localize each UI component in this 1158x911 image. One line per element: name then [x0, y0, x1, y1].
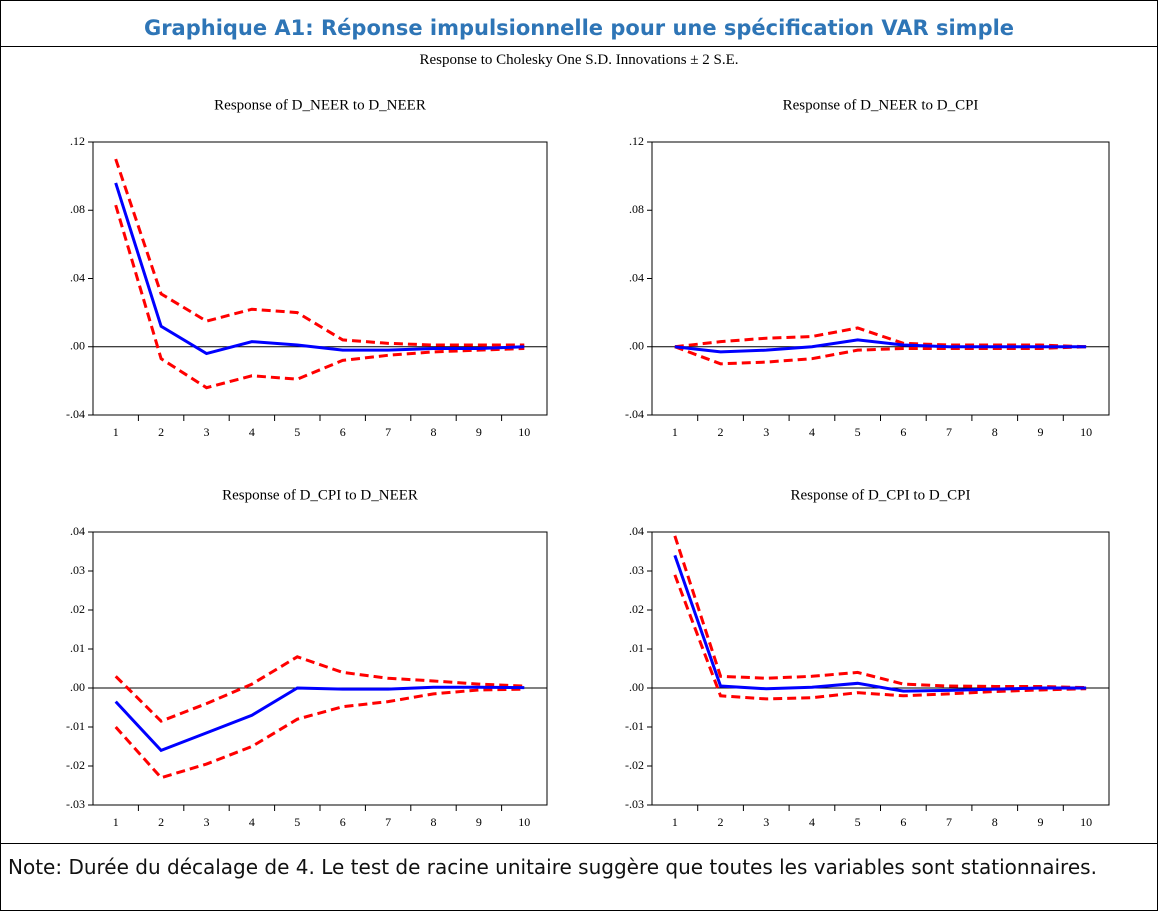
y-tick-label: .03 — [70, 563, 85, 577]
response-line — [673, 574, 1087, 701]
x-tick-label: 3 — [763, 815, 769, 829]
response-line — [114, 182, 525, 356]
x-tick-label: 8 — [992, 425, 998, 439]
y-tick-label: -.03 — [625, 797, 644, 811]
x-tick-label: 9 — [1037, 425, 1043, 439]
response-line — [674, 345, 1087, 366]
figure-subtitle: Response to Cholesky One S.D. Innovation… — [419, 52, 739, 68]
y-tick-label: -.04 — [66, 407, 85, 421]
x-tick-label: 8 — [431, 425, 437, 439]
charts: Response of D_NEER to D_NEER -.04 .00 .04 .0… — [66, 97, 1110, 829]
x-tick-label: 8 — [431, 815, 437, 829]
response-line — [114, 687, 525, 780]
y-tick-label: .00 — [70, 339, 85, 353]
panel: Response of D_NEER to D_NEER -.04 .00 .04 .0… — [66, 97, 548, 439]
x-tick-label: 9 — [1037, 815, 1043, 829]
x-tick-label: 1 — [672, 425, 678, 439]
y-tick-label: .04 — [629, 270, 644, 284]
x-tick-label: 1 — [113, 815, 119, 829]
x-tick-label: 1 — [672, 815, 678, 829]
y-tick-label: .02 — [70, 602, 85, 616]
x-tick-label: 5 — [294, 425, 300, 439]
x-tick-label: 5 — [294, 815, 300, 829]
y-tick-label: .08 — [629, 202, 644, 216]
x-tick-label: 4 — [249, 815, 255, 829]
x-tick-label: 4 — [809, 425, 815, 439]
response-line — [114, 158, 525, 347]
x-tick-label: 6 — [900, 815, 906, 829]
plot-frame — [651, 141, 1110, 416]
y-tick-label: .00 — [629, 680, 644, 694]
response-line — [673, 554, 1087, 693]
y-tick-label: .04 — [70, 270, 85, 284]
plot-frame — [651, 531, 1110, 806]
y-tick-label: .01 — [70, 641, 85, 655]
x-tick-label: 7 — [946, 815, 952, 829]
plot-frame — [92, 141, 548, 416]
x-tick-label: 6 — [340, 425, 346, 439]
y-tick-label: .04 — [70, 524, 85, 538]
panel-title: Response of D_CPI to D_NEER — [222, 487, 418, 503]
x-tick-label: 9 — [476, 425, 482, 439]
y-tick-label: .00 — [629, 339, 644, 353]
response-line — [114, 204, 525, 390]
x-tick-label: 10 — [518, 815, 530, 829]
x-tick-label: 1 — [113, 425, 119, 439]
figure-title: Graphique A1: Réponse impulsionnelle pou… — [143, 16, 1015, 40]
response-line — [674, 338, 1087, 354]
y-tick-label: -.03 — [66, 797, 85, 811]
divider — [0, 843, 1158, 844]
x-tick-label: 9 — [476, 815, 482, 829]
note: Note: Durée du décalage de 4. Le test de… — [8, 855, 1097, 879]
panel-title: Response of D_NEER to D_NEER — [214, 97, 426, 113]
panel-title: Response of D_NEER to D_CPI — [783, 97, 979, 113]
x-tick-label: 4 — [809, 815, 815, 829]
x-tick-label: 5 — [855, 815, 861, 829]
panel: Response of D_CPI to D_NEER -.03 -.02 -.01.… — [66, 487, 548, 829]
panel: Response of D_CPI to D_CPI -.03 -.02 -.01 .0… — [625, 487, 1110, 829]
response-line — [673, 535, 1087, 690]
x-tick-label: 3 — [763, 425, 769, 439]
y-tick-label: -.01 — [625, 719, 644, 733]
x-tick-label: 8 — [992, 815, 998, 829]
x-tick-label: 3 — [204, 425, 210, 439]
x-tick-label: 10 — [1080, 425, 1092, 439]
y-tick-label: -.01 — [66, 719, 85, 733]
x-tick-label: 7 — [946, 425, 952, 439]
y-tick-label: .01 — [629, 641, 644, 655]
response-line — [114, 685, 525, 753]
panel: Response of D_NEER to D_CPI -.04 .00 .04 .08… — [625, 97, 1110, 439]
y-tick-label: .12 — [70, 134, 85, 148]
x-tick-label: 7 — [385, 425, 391, 439]
x-tick-label: 7 — [385, 815, 391, 829]
x-tick-label: 6 — [340, 815, 346, 829]
plot-frame — [92, 531, 548, 806]
y-tick-label: .02 — [629, 602, 644, 616]
x-tick-label: 3 — [204, 815, 210, 829]
x-tick-label: 10 — [1080, 815, 1092, 829]
x-tick-label: 10 — [518, 425, 530, 439]
y-tick-label: .12 — [629, 134, 644, 148]
y-tick-label: .08 — [70, 202, 85, 216]
y-tick-label: -.04 — [625, 407, 644, 421]
x-tick-label: 2 — [158, 425, 164, 439]
y-tick-label: -.02 — [625, 758, 644, 772]
y-tick-label: .03 — [629, 563, 644, 577]
y-tick-label: -.02 — [66, 758, 85, 772]
response-line — [114, 655, 525, 723]
x-tick-label: 2 — [158, 815, 164, 829]
divider — [0, 46, 1158, 47]
x-tick-label: 4 — [249, 425, 255, 439]
panel-title: Response of D_CPI to D_CPI — [790, 487, 970, 503]
x-tick-label: 6 — [900, 425, 906, 439]
y-tick-label: .00 — [70, 680, 85, 694]
x-tick-label: 5 — [855, 425, 861, 439]
x-tick-label: 2 — [718, 815, 724, 829]
y-tick-label: .04 — [629, 524, 644, 538]
x-tick-label: 2 — [718, 425, 724, 439]
